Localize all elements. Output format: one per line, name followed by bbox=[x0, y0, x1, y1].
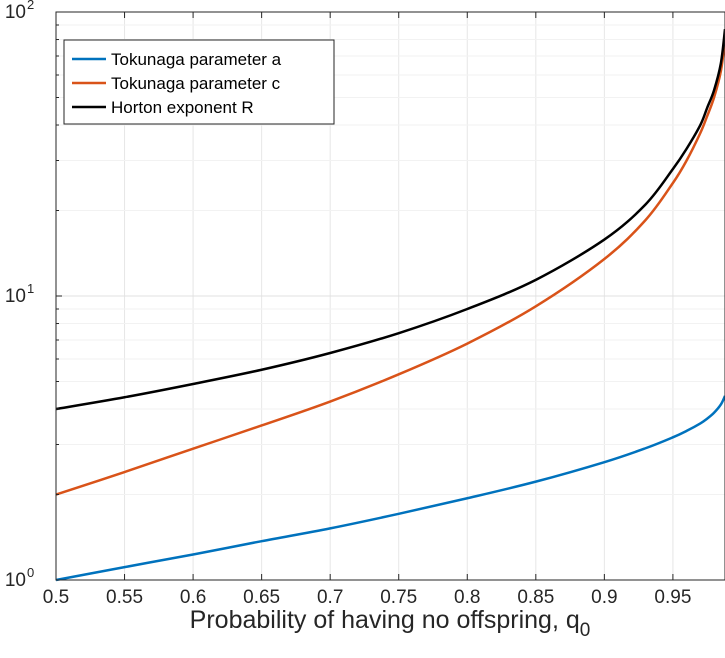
y-tick-label: 10 bbox=[5, 570, 26, 591]
x-tick-label: 0.95 bbox=[654, 587, 691, 608]
y-tick-label-exponent: 0 bbox=[27, 565, 34, 580]
series-line-horton-r bbox=[55, 29, 725, 411]
x-tick-label: 0.6 bbox=[180, 587, 206, 608]
y-tick-label: 10 bbox=[5, 286, 26, 307]
legend-label-horton-r: Horton exponent R bbox=[111, 98, 254, 117]
legend-box bbox=[63, 39, 335, 125]
x-tick-label: 0.55 bbox=[106, 587, 143, 608]
y-tick-label: 10 bbox=[5, 2, 26, 23]
x-tick-label: 0.85 bbox=[517, 587, 554, 608]
series-line-tokunaga-a bbox=[55, 395, 725, 582]
x-axis-label-subscript: 0 bbox=[580, 620, 591, 641]
y-tick-label-exponent: 2 bbox=[27, 0, 34, 12]
x-tick-label: 0.8 bbox=[454, 587, 480, 608]
series-lines bbox=[55, 29, 725, 582]
x-tick-label: 0.9 bbox=[591, 587, 617, 608]
series-line-tokunaga-c bbox=[55, 39, 725, 496]
legend-label-tokunaga-c: Tokunaga parameter c bbox=[111, 74, 281, 93]
x-axis-label: Probability of having no offspring, q0 bbox=[190, 606, 591, 641]
x-tick-label: 0.65 bbox=[243, 587, 280, 608]
y-tick-label-exponent: 1 bbox=[27, 281, 34, 296]
legend: Tokunaga parameter a Tokunaga parameter … bbox=[63, 39, 335, 125]
x-tick-label: 0.75 bbox=[380, 587, 417, 608]
x-tick-label: 0.7 bbox=[317, 587, 343, 608]
grid bbox=[56, 12, 725, 580]
legend-label-tokunaga-a: Tokunaga parameter a bbox=[111, 50, 282, 69]
x-tick-label: 0.5 bbox=[43, 587, 69, 608]
